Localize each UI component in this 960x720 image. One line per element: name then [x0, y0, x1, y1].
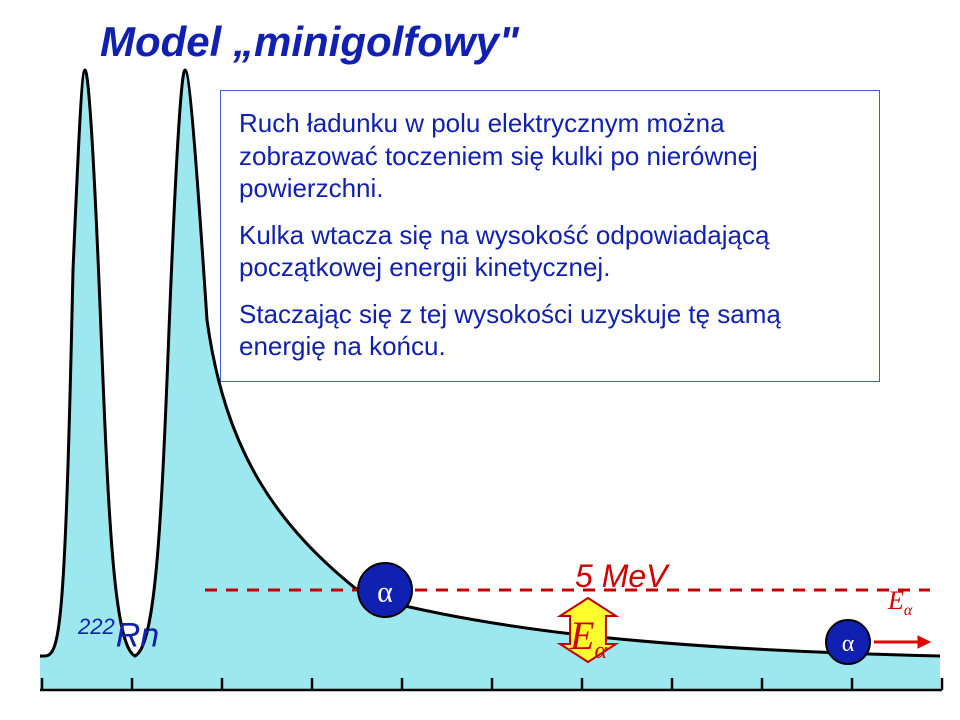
potential-fill: [40, 70, 940, 690]
alpha-particle-right: α: [826, 620, 870, 664]
svg-text:α: α: [842, 631, 855, 657]
e-alpha-label-small: Eα: [888, 586, 912, 620]
svg-text:α: α: [377, 576, 393, 609]
e-alpha-small-E: E: [888, 586, 904, 615]
energy-value-label: 5 MeV: [575, 558, 667, 595]
potential-diagram: α α: [0, 0, 960, 720]
isotope-label: 222Rn: [78, 614, 159, 655]
small-red-arrow: [874, 636, 930, 648]
alpha-particle-left: α: [358, 563, 412, 617]
isotope-mass: 222: [78, 614, 115, 639]
e-alpha-E: E: [570, 613, 594, 658]
isotope-symbol: Rn: [116, 616, 159, 654]
e-alpha-small-sub: α: [904, 602, 912, 619]
e-alpha-sub: α: [594, 638, 607, 664]
e-alpha-label-big: Eα: [570, 612, 607, 665]
